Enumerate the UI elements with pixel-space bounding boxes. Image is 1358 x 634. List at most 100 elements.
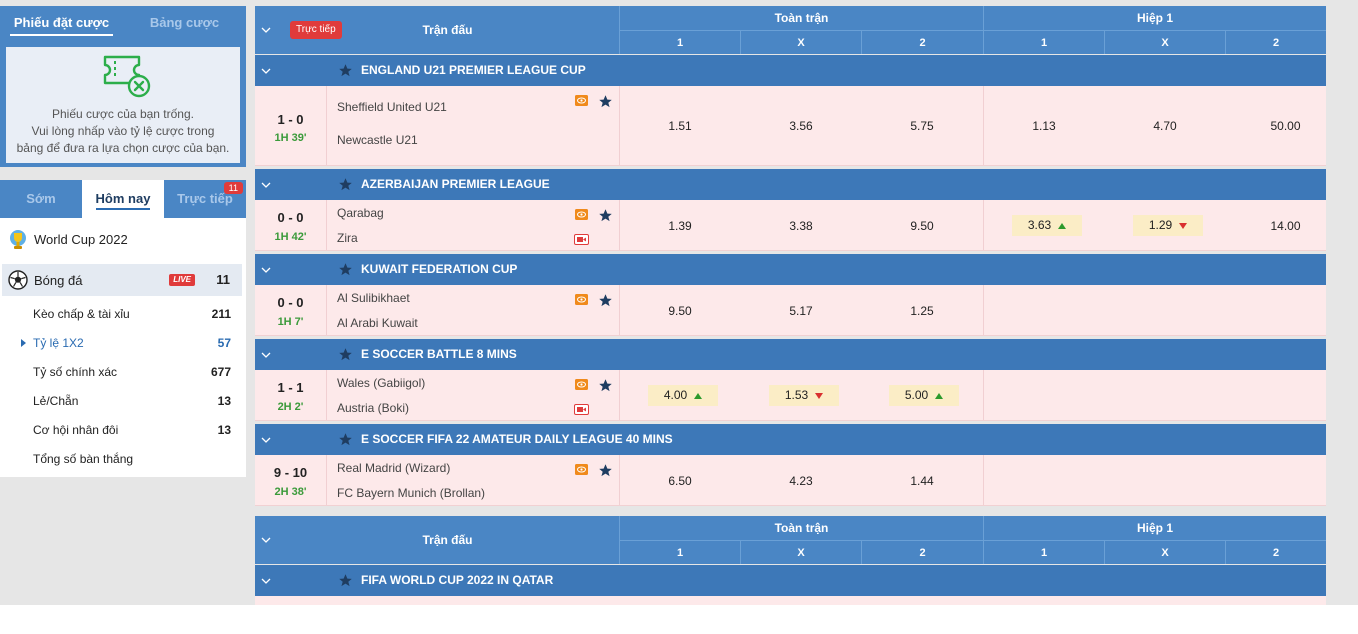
league-row[interactable]: FIFA WORLD CUP 2022 IN QATAR: [255, 565, 1326, 596]
favorite-star-icon[interactable]: [598, 94, 613, 109]
column-divider: [619, 86, 620, 165]
live-stream-icon[interactable]: [574, 234, 589, 245]
watch-eye-icon[interactable]: [575, 379, 588, 390]
home-team[interactable]: Real Madrid (Wizard): [337, 461, 451, 475]
favorite-star-icon[interactable]: [598, 378, 613, 393]
match-row: 1 - 1 2H 2' Wales (Gabiigol) Austria (Bo…: [255, 370, 1326, 421]
live-stream-icon[interactable]: [574, 404, 589, 415]
market-odd-even[interactable]: Lẻ/Chẵn 13: [0, 387, 246, 416]
league-name: KUWAIT FEDERATION CUP: [361, 262, 518, 276]
league-collapse-button[interactable]: [255, 424, 277, 455]
odd-ft-2[interactable]: 5.75: [910, 119, 934, 133]
odd-ft-x[interactable]: 4.23: [789, 474, 813, 488]
odd-h1-2[interactable]: 50.00: [1270, 119, 1301, 133]
favorite-star-icon[interactable]: [598, 463, 613, 478]
match-time: 1H 7': [277, 316, 304, 328]
odd-h1-1[interactable]: 1.13: [1032, 119, 1056, 133]
tab-early[interactable]: Sớm: [0, 180, 82, 218]
home-team[interactable]: Qarabag: [337, 206, 384, 220]
favorite-star-icon[interactable]: [338, 347, 353, 362]
odd-ft-x[interactable]: 5.17: [789, 304, 813, 318]
favorite-star-icon[interactable]: [598, 208, 613, 223]
tab-bet-ticket[interactable]: Phiếu đặt cược: [0, 6, 123, 39]
odd-h1-2[interactable]: 14.00: [1270, 219, 1301, 233]
tab-today[interactable]: Hôm nay: [82, 180, 164, 218]
odd-ft-x[interactable]: 3.56: [789, 119, 813, 133]
tab-live-label: Trực tiếp: [177, 191, 233, 206]
header-full-time: Toàn trận: [619, 516, 983, 540]
league-collapse-button[interactable]: [255, 55, 277, 86]
header-ft-x: X: [740, 540, 861, 564]
header-h1-2: 2: [1225, 540, 1326, 564]
odds-up-arrow-icon: [1058, 222, 1067, 229]
league-name: E SOCCER BATTLE 8 MINS: [361, 347, 517, 361]
live-filter-button[interactable]: Trực tiếp: [290, 21, 342, 39]
odd-ft-1[interactable]: 1.51: [668, 119, 692, 133]
odd-ft-2[interactable]: 1.25: [910, 304, 934, 318]
odd-ft-1[interactable]: 4.00: [648, 385, 718, 406]
league-row[interactable]: E SOCCER FIFA 22 AMATEUR DAILY LEAGUE 40…: [255, 424, 1326, 455]
league-row[interactable]: KUWAIT FEDERATION CUP: [255, 254, 1326, 285]
market-count: 211: [211, 307, 231, 321]
market-label: Kèo chấp & tài xỉu: [33, 307, 130, 321]
match-score: 0 - 0: [277, 295, 304, 310]
odd-ft-2[interactable]: 1.44: [910, 474, 934, 488]
league-collapse-button[interactable]: [255, 339, 277, 370]
league-row[interactable]: AZERBAIJAN PREMIER LEAGUE: [255, 169, 1326, 200]
away-team[interactable]: Austria (Boki): [337, 401, 410, 415]
home-team[interactable]: Wales (Gabiigol): [337, 376, 426, 390]
tab-bet-board[interactable]: Bảng cược: [123, 6, 246, 39]
favorite-star-icon[interactable]: [338, 573, 353, 588]
active-arrow-icon: [21, 339, 26, 347]
sports-nav-panel: Sớm Hôm nay Trực tiếp 11 World Cup 2022 B…: [0, 180, 246, 477]
market-double-chance[interactable]: Cơ hội nhân đôi 13: [0, 416, 246, 445]
world-cup-link[interactable]: World Cup 2022: [0, 222, 246, 257]
away-team[interactable]: Newcastle U21: [337, 133, 418, 147]
collapse-all-button[interactable]: [255, 516, 277, 564]
empty-message-line-3: bảng để đưa ra lựa chọn cược của bạn.: [16, 141, 230, 155]
odd-h1-1[interactable]: 3.63: [1012, 215, 1082, 236]
market-1x2[interactable]: Tỷ lệ 1X2 57: [0, 329, 246, 358]
league-row[interactable]: ENGLAND U21 PREMIER LEAGUE CUP: [255, 55, 1326, 86]
match-row: 9 - 10 2H 38' Real Madrid (Wizard) FC Ba…: [255, 455, 1326, 506]
away-team[interactable]: Zira: [337, 231, 358, 245]
tab-live[interactable]: Trực tiếp 11: [164, 180, 246, 218]
sport-football[interactable]: Bóng đá LIVE 11: [2, 264, 242, 296]
header-h1-1: 1: [983, 30, 1104, 54]
market-correct-score[interactable]: Tỷ số chính xác 677: [0, 358, 246, 387]
header-first-half: Hiệp 1: [983, 6, 1326, 30]
market-total-goals[interactable]: Tổng số bàn thắng: [0, 445, 246, 474]
home-team[interactable]: Al Sulibikhaet: [337, 291, 410, 305]
league-row[interactable]: E SOCCER BATTLE 8 MINS: [255, 339, 1326, 370]
away-team[interactable]: FC Bayern Munich (Brollan): [337, 486, 486, 500]
favorite-star-icon[interactable]: [598, 293, 613, 308]
favorite-star-icon[interactable]: [338, 177, 353, 192]
home-team[interactable]: Sheffield United U21: [337, 100, 447, 114]
odd-ft-1[interactable]: 6.50: [668, 474, 692, 488]
empty-ticket-icon: [103, 55, 151, 98]
odd-ft-1[interactable]: 1.39: [668, 219, 692, 233]
odd-ft-x[interactable]: 3.38: [789, 219, 813, 233]
watch-eye-icon[interactable]: [575, 95, 588, 106]
favorite-star-icon[interactable]: [338, 262, 353, 277]
column-divider: [983, 285, 984, 335]
watch-eye-icon[interactable]: [575, 294, 588, 305]
league-collapse-button[interactable]: [255, 254, 277, 285]
collapse-all-button[interactable]: [255, 6, 277, 54]
odd-ft-x[interactable]: 1.53: [769, 385, 839, 406]
odd-h1-x[interactable]: 4.70: [1153, 119, 1177, 133]
favorite-star-icon[interactable]: [338, 432, 353, 447]
league-collapse-button[interactable]: [255, 565, 277, 596]
favorite-star-icon[interactable]: [338, 63, 353, 78]
market-handicap-over-under[interactable]: Kèo chấp & tài xỉu 211: [0, 300, 246, 329]
odd-h1-x[interactable]: 1.29: [1133, 215, 1203, 236]
odd-ft-2[interactable]: 5.00: [889, 385, 959, 406]
watch-eye-icon[interactable]: [575, 209, 588, 220]
watch-eye-icon[interactable]: [575, 464, 588, 475]
odd-ft-1[interactable]: 9.50: [668, 304, 692, 318]
chevron-down-icon: [261, 352, 271, 358]
league-collapse-button[interactable]: [255, 169, 277, 200]
odds-up-arrow-icon: [935, 392, 944, 399]
away-team[interactable]: Al Arabi Kuwait: [337, 316, 418, 330]
odd-ft-2[interactable]: 9.50: [910, 219, 934, 233]
